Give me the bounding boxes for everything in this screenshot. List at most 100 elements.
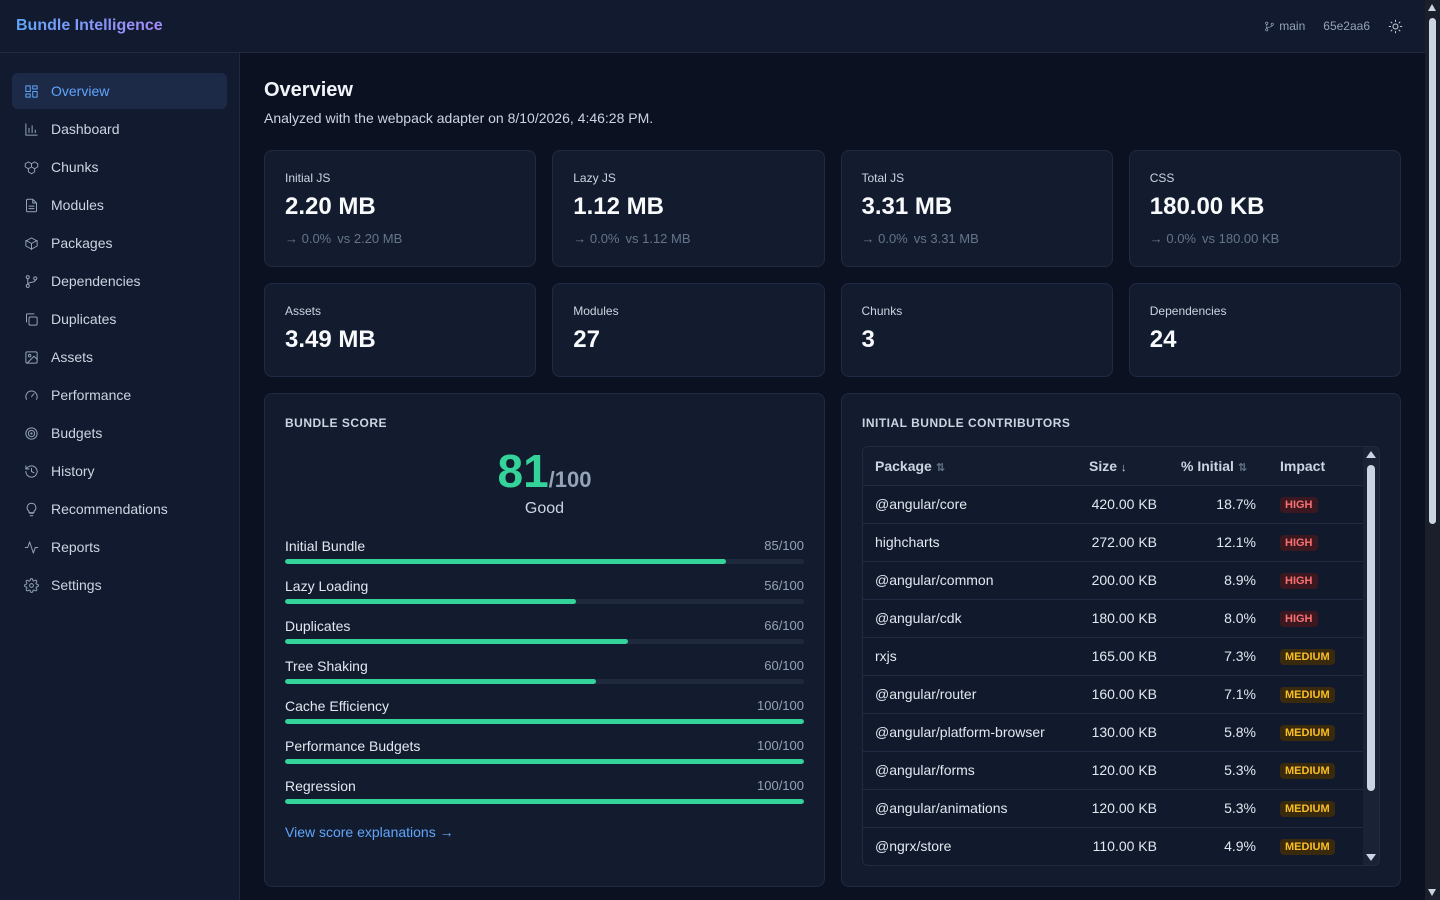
progress-track xyxy=(285,599,804,604)
package-size: 200.00 KB xyxy=(1077,561,1169,600)
sidebar-item-overview[interactable]: Overview xyxy=(12,73,227,109)
sidebar-item-label: Budgets xyxy=(51,425,103,441)
column-label: Size xyxy=(1089,457,1118,474)
package-name: @angular/animations xyxy=(863,789,1077,828)
sidebar-item-settings[interactable]: Settings xyxy=(12,567,227,603)
sidebar-item-modules[interactable]: Modules xyxy=(12,187,227,223)
target-icon xyxy=(24,426,39,441)
metric-duplicates: Duplicates 66/100 xyxy=(285,618,804,644)
sidebar-item-duplicates[interactable]: Duplicates xyxy=(12,301,227,337)
table-row: @angular/cdk 180.00 KB 8.0% HIGH xyxy=(863,599,1365,638)
stats-row-primary: Initial JS 2.20 MB → 0.0% vs 2.20 MB Lazy… xyxy=(264,150,1401,267)
sidebar-item-budgets[interactable]: Budgets xyxy=(12,415,227,451)
metric-label: Duplicates xyxy=(285,618,351,634)
metric-value: 56/100 xyxy=(764,578,804,593)
package-size: 160.00 KB xyxy=(1077,675,1169,714)
bundle-score-panel: BUNDLE SCORE 81/100 Good Initial Bundle 8… xyxy=(264,393,825,887)
impact-badge: MEDIUM xyxy=(1280,763,1335,779)
sidebar-item-label: Chunks xyxy=(51,159,99,175)
sidebar-item-assets[interactable]: Assets xyxy=(12,339,227,375)
score-explanations-link[interactable]: View score explanations → xyxy=(285,824,454,840)
sidebar-item-dashboard[interactable]: Dashboard xyxy=(12,111,227,147)
scroll-down-arrow-icon[interactable] xyxy=(1366,854,1376,861)
package-size: 272.00 KB xyxy=(1077,523,1169,562)
stat-value: 27 xyxy=(573,326,600,353)
stats-row-secondary: Assets 3.49 MB Modules 27 Chunks 3 Depen… xyxy=(264,283,1401,377)
sun-icon[interactable] xyxy=(1388,19,1403,34)
scrollbar-thumb[interactable] xyxy=(1367,465,1375,791)
sidebar-item-reports[interactable]: Reports xyxy=(12,529,227,565)
stat-value: 24 xyxy=(1149,326,1177,353)
main-content: Overview Analyzed with the webpack adapt… xyxy=(240,53,1425,900)
page-subtitle: Analyzed with the webpack adapter on 8/1… xyxy=(264,110,654,126)
sidebar-item-dependencies[interactable]: Dependencies xyxy=(12,263,227,299)
package-percent: 8.0% xyxy=(1169,599,1268,638)
sidebar-item-label: Assets xyxy=(51,349,94,365)
impact-badge: MEDIUM xyxy=(1280,839,1335,855)
stat-label: Dependencies xyxy=(1149,304,1227,318)
package-percent: 5.8% xyxy=(1169,713,1268,752)
column-header-initial[interactable]: % Initial ⇅ xyxy=(1169,447,1268,486)
sidebar-item-packages[interactable]: Packages xyxy=(12,225,227,261)
progress-fill xyxy=(285,559,727,564)
sidebar-item-label: Dependencies xyxy=(51,273,141,289)
metric-label: Tree Shaking xyxy=(285,658,368,674)
app-title[interactable]: Bundle Intelligence xyxy=(16,17,163,34)
sidebar-item-performance[interactable]: Performance xyxy=(12,377,227,413)
stat-delta: → 0.0% vs 1.12 MB xyxy=(573,231,803,246)
package-percent: 4.9% xyxy=(1169,827,1268,865)
impact-badge: HIGH xyxy=(1280,535,1318,551)
stat-card-css: CSS 180.00 KB → 0.0% vs 180.00 KB xyxy=(1128,150,1401,267)
package-name: rxjs xyxy=(863,637,1077,676)
column-header-size[interactable]: Size ↓ xyxy=(1077,447,1169,486)
stat-card-chunks: Chunks 3 xyxy=(840,283,1113,377)
impact-badge: MEDIUM xyxy=(1280,687,1335,703)
stat-card-lazy-js: Lazy JS 1.12 MB → 0.0% vs 1.12 MB xyxy=(552,150,825,267)
package-percent: 12.1% xyxy=(1169,523,1268,562)
progress-track xyxy=(285,639,804,644)
package-name: @angular/forms xyxy=(863,751,1077,790)
sidebar-item-label: Duplicates xyxy=(51,311,117,327)
metric-value: 85/100 xyxy=(764,538,804,553)
column-header-package[interactable]: Package ⇅ xyxy=(863,447,1077,486)
sidebar-item-label: History xyxy=(51,463,95,479)
progress-fill xyxy=(285,599,576,604)
metric-value: 100/100 xyxy=(757,778,804,793)
boxes-icon xyxy=(24,160,39,175)
scrollbar-thumb[interactable] xyxy=(1429,18,1436,524)
metric-value: 100/100 xyxy=(757,698,804,713)
bar-chart-icon xyxy=(24,122,39,137)
table-row: highcharts 272.00 KB 12.1% HIGH xyxy=(863,523,1365,562)
table-row: @angular/core 420.00 KB 18.7% HIGH xyxy=(863,485,1365,524)
commit-hash: 65e2aa6 xyxy=(1323,19,1370,33)
stat-card-initial-js: Initial JS 2.20 MB → 0.0% vs 2.20 MB xyxy=(264,150,537,267)
history-icon xyxy=(24,464,39,479)
page-scrollbar[interactable] xyxy=(1425,0,1440,900)
sidebar-item-history[interactable]: History xyxy=(12,453,227,489)
progress-fill xyxy=(285,799,804,804)
git-branch-icon xyxy=(1264,21,1275,32)
package-percent: 7.1% xyxy=(1169,675,1268,714)
metric-regression: Regression 100/100 xyxy=(285,778,804,804)
package-name: @angular/core xyxy=(863,485,1077,524)
table-row: @angular/animations 120.00 KB 5.3% MEDIUM xyxy=(863,789,1365,828)
impact-badge: HIGH xyxy=(1280,611,1318,627)
package-percent: 8.9% xyxy=(1169,561,1268,600)
metric-tree-shaking: Tree Shaking 60/100 xyxy=(285,658,804,684)
delta-percent: → 0.0% xyxy=(861,231,908,246)
sidebar-item-label: Overview xyxy=(51,83,110,99)
scroll-down-arrow-icon[interactable] xyxy=(1428,889,1436,896)
sidebar-item-recommendations[interactable]: Recommendations xyxy=(12,491,227,527)
progress-track xyxy=(285,719,804,724)
table-scrollbar[interactable] xyxy=(1363,447,1379,865)
progress-fill xyxy=(285,719,804,724)
stat-card-modules: Modules 27 xyxy=(552,283,825,377)
scroll-up-arrow-icon[interactable] xyxy=(1366,451,1376,458)
contributors-table: Package ⇅ Size ↓ % Initial ⇅ Impact @angula… xyxy=(863,447,1365,865)
scroll-up-arrow-icon[interactable] xyxy=(1428,4,1436,11)
package-name: @angular/router xyxy=(863,675,1077,714)
package-name: @angular/platform-browser xyxy=(863,713,1077,752)
panel-title: BUNDLE SCORE xyxy=(285,416,388,430)
sidebar-item-label: Settings xyxy=(51,577,102,593)
sidebar-item-chunks[interactable]: Chunks xyxy=(12,149,227,185)
